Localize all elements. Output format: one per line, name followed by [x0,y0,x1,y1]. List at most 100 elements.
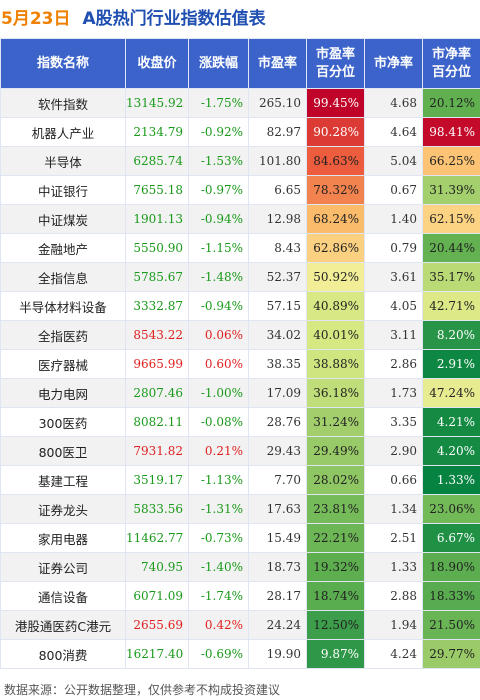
pe-percentile-cell: 9.87% [306,639,365,669]
pb-percentile-cell: 31.39% [422,175,480,205]
pe-percentile-cell: 36.18% [306,378,365,408]
index-name-cell: 机器人产业 [0,117,126,147]
page-title: 5月23日 A股热门行业指数估值表 [0,4,266,29]
pb-cell: 1.73 [364,378,423,408]
change-cell: 0.21% [188,436,249,466]
close-price-cell: 7931.82 [125,436,189,466]
close-price-cell: 740.95 [125,552,189,582]
table-row: 半导体材料设备 3332.87 -0.94% 57.15 40.89% 4.05 42.71… [0,291,480,321]
pe-cell: 8.43 [248,233,307,263]
pe-percentile-cell: 99.45% [306,88,365,118]
table-row: 软件指数 13145.92 -1.75% 265.10 99.45% 4.68 20.12% [0,88,480,118]
title-text: A股热门行业指数估值表 [82,8,266,29]
close-price-cell: 5550.90 [125,233,189,263]
pb-percentile-cell: 35.17% [422,262,480,292]
pe-percentile-cell: 78.32% [306,175,365,205]
table-row: 金融地产 5550.90 -1.15% 8.43 62.86% 0.79 20.44% [0,233,480,263]
table-row: 家用电器 11462.77 -0.73% 15.49 22.21% 2.51 6.67% [0,523,480,553]
pb-percentile-cell: 29.77% [422,639,480,669]
pb-cell: 0.67 [364,175,423,205]
pb-cell: 4.64 [364,117,423,147]
pb-percentile-cell: 18.33% [422,581,480,611]
pe-cell: 57.15 [248,291,307,321]
pe-percentile-cell: 38.88% [306,349,365,379]
pb-cell: 3.11 [364,320,423,350]
header-close: 收盘价 [125,38,189,89]
pb-percentile-cell: 8.20% [422,320,480,350]
index-name-cell: 800消费 [0,639,126,669]
change-cell: -0.94% [188,291,249,321]
pe-cell: 17.09 [248,378,307,408]
close-price-cell: 8082.11 [125,407,189,437]
index-name-cell: 证券龙头 [0,494,126,524]
pe-cell: 38.35 [248,349,307,379]
close-price-cell: 3519.17 [125,465,189,495]
pe-cell: 28.17 [248,581,307,611]
pb-cell: 1.40 [364,204,423,234]
change-cell: -1.31% [188,494,249,524]
index-name-cell: 300医药 [0,407,126,437]
pe-cell: 101.80 [248,146,307,176]
table-row: 全指信息 5785.67 -1.48% 52.37 50.92% 3.61 35.17% [0,262,480,292]
title-date: 5月23日 [1,8,71,29]
header-index-name: 指数名称 [0,38,126,89]
change-cell: -1.48% [188,262,249,292]
index-name-cell: 全指信息 [0,262,126,292]
pb-percentile-cell: 6.67% [422,523,480,553]
pe-cell: 7.70 [248,465,307,495]
pb-cell: 1.94 [364,610,423,640]
table-body: 软件指数 13145.92 -1.75% 265.10 99.45% 4.68 20.12%… [0,88,480,669]
pb-cell: 2.90 [364,436,423,466]
pb-cell: 1.34 [364,494,423,524]
close-price-cell: 16217.40 [125,639,189,669]
index-name-cell: 半导体材料设备 [0,291,126,321]
change-cell: -1.00% [188,378,249,408]
header-pb-percentile: 市净率 百分位 [422,38,480,89]
pe-cell: 28.76 [248,407,307,437]
change-cell: 0.60% [188,349,249,379]
pb-percentile-cell: 98.41% [422,117,480,147]
change-cell: 0.42% [188,610,249,640]
pb-cell: 2.51 [364,523,423,553]
index-name-cell: 医疗器械 [0,349,126,379]
pe-cell: 34.02 [248,320,307,350]
change-cell: -1.40% [188,552,249,582]
change-cell: -1.13% [188,465,249,495]
change-cell: -0.69% [188,639,249,669]
table-row: 300医药 8082.11 -0.08% 28.76 31.24% 3.35 4.21% [0,407,480,437]
close-price-cell: 5785.67 [125,262,189,292]
table-row: 机器人产业 2134.79 -0.92% 82.97 90.28% 4.64 98.41% [0,117,480,147]
pe-percentile-cell: 29.49% [306,436,365,466]
pb-cell: 1.33 [364,552,423,582]
index-name-cell: 中证银行 [0,175,126,205]
table-row: 证券龙头 5833.56 -1.31% 17.63 23.81% 1.34 23.06% [0,494,480,524]
index-name-cell: 金融地产 [0,233,126,263]
pb-cell: 5.04 [364,146,423,176]
change-cell: -1.74% [188,581,249,611]
pe-percentile-cell: 62.86% [306,233,365,263]
pb-percentile-cell: 2.91% [422,349,480,379]
pe-cell: 24.24 [248,610,307,640]
pe-percentile-cell: 31.24% [306,407,365,437]
index-name-cell: 半导体 [0,146,126,176]
table-row: 中证煤炭 1901.13 -0.94% 12.98 68.24% 1.40 62.15% [0,204,480,234]
pb-percentile-cell: 62.15% [422,204,480,234]
pb-percentile-cell: 21.50% [422,610,480,640]
table-row: 港股通医药C港元 2655.69 0.42% 24.24 12.50% 1.94 21.50… [0,610,480,640]
change-cell: -0.94% [188,204,249,234]
close-price-cell: 11462.77 [125,523,189,553]
pb-percentile-cell: 4.21% [422,407,480,437]
close-price-cell: 5833.56 [125,494,189,524]
index-name-cell: 全指医药 [0,320,126,350]
change-cell: -0.97% [188,175,249,205]
index-name-cell: 证券公司 [0,552,126,582]
pe-cell: 19.90 [248,639,307,669]
pb-percentile-cell: 23.06% [422,494,480,524]
valuation-table: 指数名称 收盘价 涨跌幅 市盈率 市盈率 百分位 市净率 市净率 百分位 软件指数 13145.9… [0,38,480,669]
table-row: 全指医药 8543.22 0.06% 34.02 40.01% 3.11 8.20% [0,320,480,350]
pb-cell: 0.66 [364,465,423,495]
pb-percentile-cell: 66.25% [422,146,480,176]
pe-cell: 52.37 [248,262,307,292]
index-name-cell: 基建工程 [0,465,126,495]
pb-cell: 2.86 [364,349,423,379]
